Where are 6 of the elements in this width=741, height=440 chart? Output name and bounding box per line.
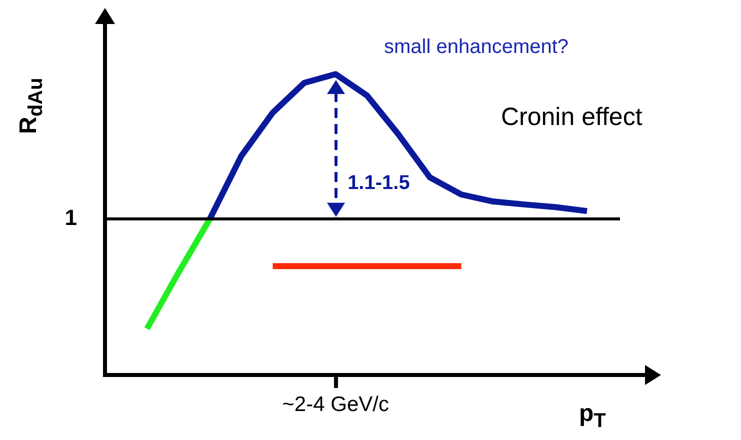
x-axis-title: p$_{T}$ — [579, 400, 606, 433]
text: ~2-4 GeV/c — [282, 393, 389, 417]
ref-line-label: 1 — [64, 204, 77, 230]
text: small enhancement? — [384, 36, 569, 59]
annotation: Cronin effect — [501, 103, 642, 132]
annotation: 1.1-1.5 — [348, 172, 410, 196]
